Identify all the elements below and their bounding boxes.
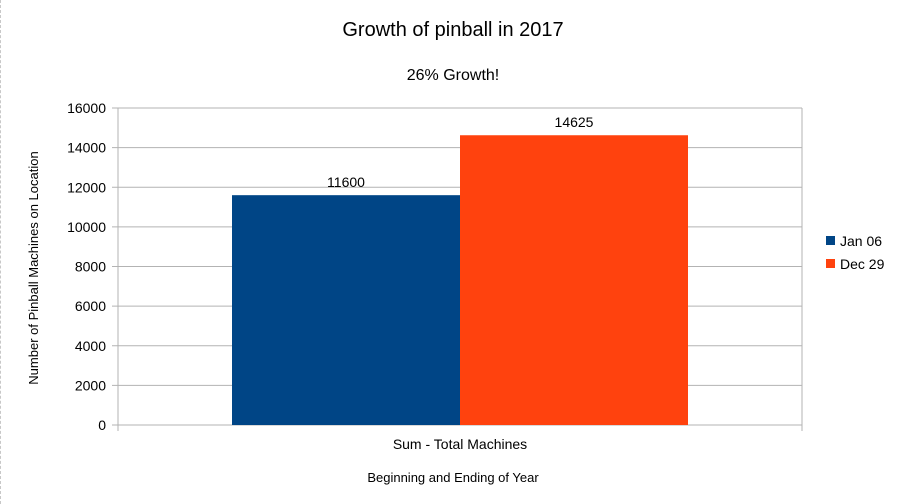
- y-tick-label: 8000: [75, 259, 106, 275]
- x-category-label: Sum - Total Machines: [393, 436, 527, 452]
- left-dashed-edge: [0, 0, 2, 504]
- legend-label-dec29: Dec 29: [840, 256, 885, 272]
- legend-swatch-jan06: [826, 236, 835, 245]
- y-axis-label: Number of Pinball Machines on Location: [26, 151, 41, 384]
- bars: [232, 135, 688, 425]
- y-tick-label: 16000: [67, 100, 106, 116]
- legend-label-jan06: Jan 06: [840, 233, 882, 249]
- data-label-jan06: 11600: [327, 174, 365, 190]
- y-tick-label: 10000: [67, 219, 106, 235]
- bar-dec29: [460, 135, 688, 425]
- data-labels: 11600 14625: [327, 114, 594, 190]
- y-tick-label: 14000: [67, 140, 106, 156]
- data-label-dec29: 14625: [555, 114, 594, 130]
- x-axis-label: Beginning and Ending of Year: [367, 470, 539, 485]
- bar-jan06: [232, 195, 460, 425]
- chart-subtitle: 26% Growth!: [407, 67, 499, 84]
- legend-swatch-dec29: [826, 259, 835, 268]
- y-tick-labels: 0 2000 4000 6000 8000 10000 12000 14000 16000: [67, 100, 106, 433]
- y-tick-label: 4000: [75, 338, 106, 354]
- chart-title: Growth of pinball in 2017: [342, 19, 563, 41]
- y-tick-label: 12000: [67, 179, 106, 195]
- y-tick-label: 6000: [75, 298, 106, 314]
- legend: Jan 06 Dec 29: [826, 233, 885, 272]
- y-tick-label: 2000: [75, 377, 106, 393]
- y-tick-label: 0: [98, 417, 106, 433]
